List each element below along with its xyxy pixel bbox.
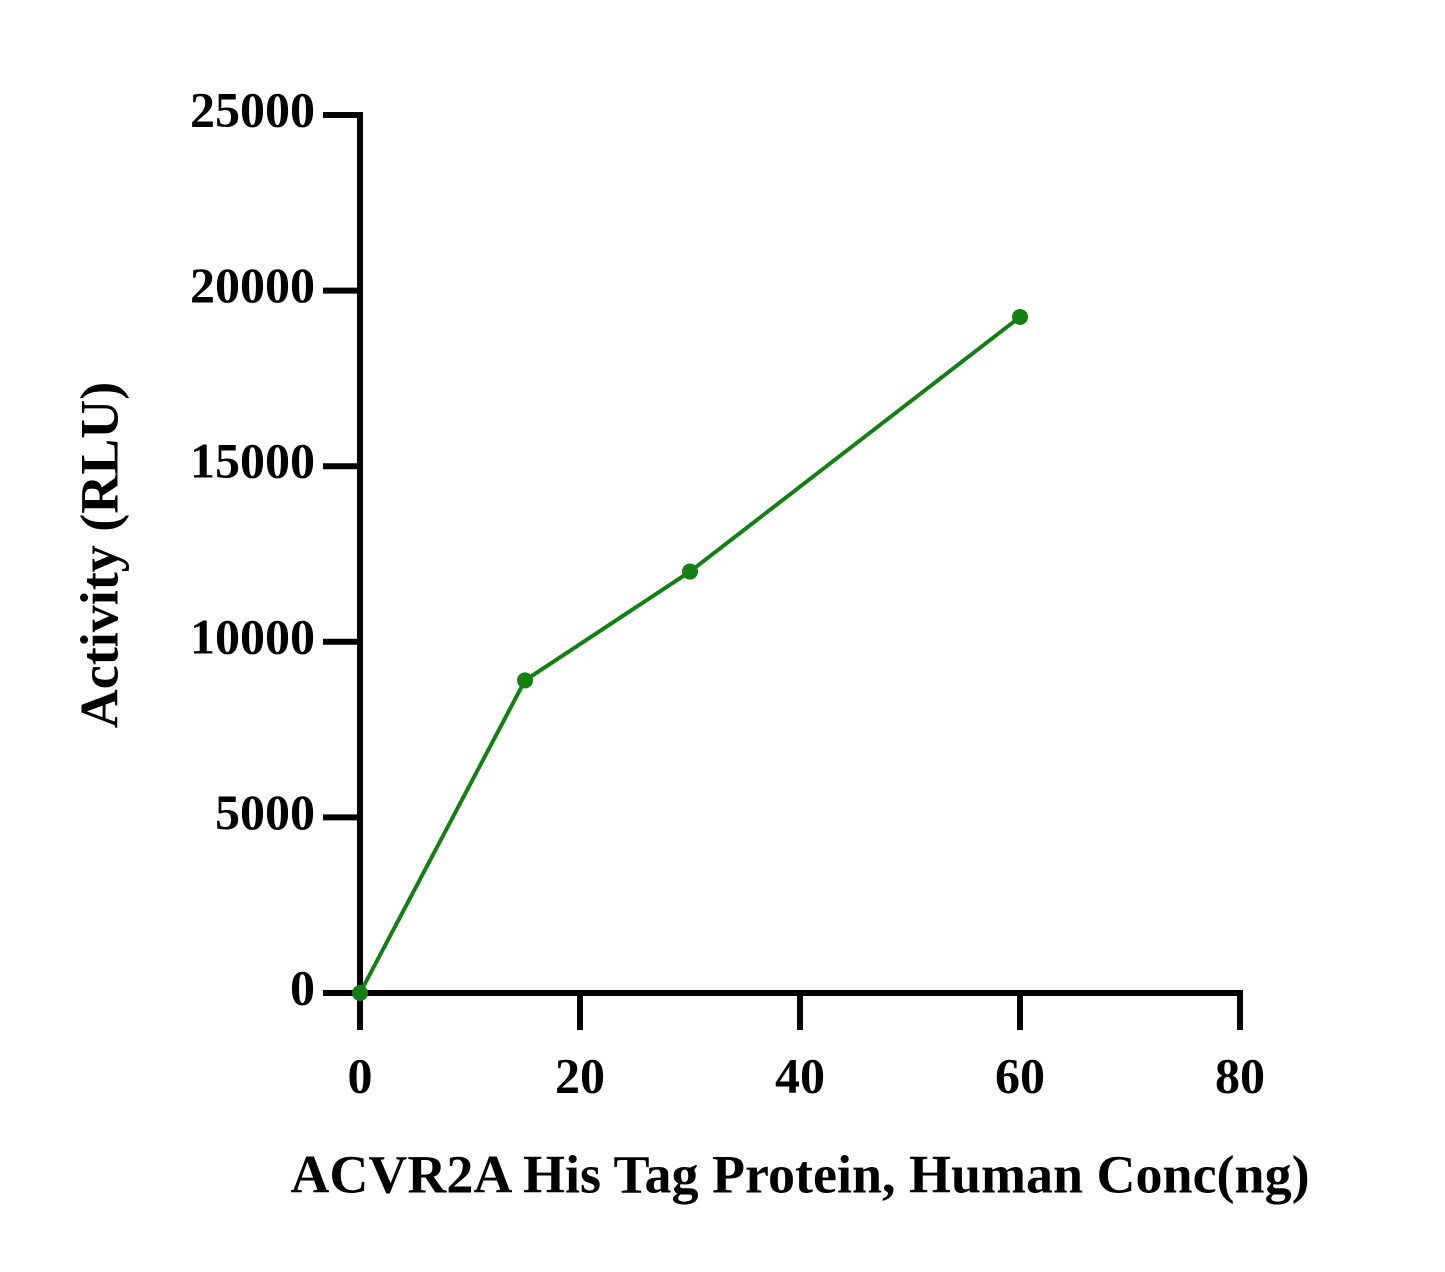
x-axis-label: ACVR2A His Tag Protein, Human Conc(ng) (290, 1144, 1309, 1204)
x-tick-label: 0 (348, 1047, 373, 1103)
y-tick-label: 5000 (215, 784, 315, 840)
y-tick-label: 20000 (190, 257, 315, 313)
x-tick-label: 80 (1215, 1047, 1265, 1103)
data-line (358, 315, 1022, 994)
x-tick-label: 60 (995, 1047, 1045, 1103)
y-tick-label: 0 (290, 959, 315, 1015)
y-tick-label: 10000 (190, 608, 315, 664)
data-point (517, 672, 533, 689)
data-point (682, 563, 698, 580)
data-point (352, 985, 368, 1001)
y-tick-label: 15000 (190, 433, 315, 489)
y-tick-label: 25000 (190, 81, 315, 137)
y-axis-label: Activity (RLU) (69, 382, 129, 728)
x-tick-label: 20 (555, 1047, 605, 1103)
x-tick-label: 40 (775, 1047, 825, 1103)
data-point (1012, 308, 1028, 325)
